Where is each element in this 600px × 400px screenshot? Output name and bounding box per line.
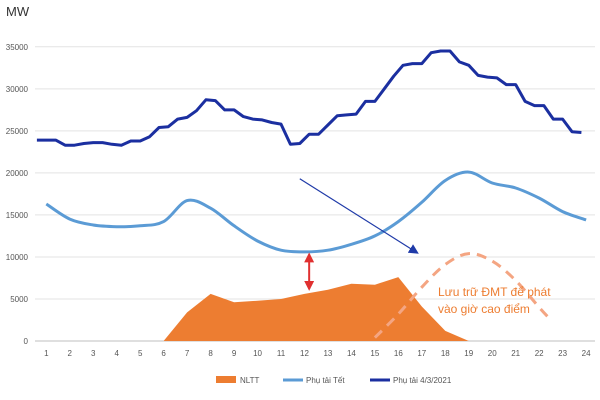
annotation-line1: Lưu trữ ĐMT để phát	[438, 285, 551, 299]
legend-swatch-nltt	[216, 376, 236, 383]
x-tick-label: 9	[232, 349, 237, 358]
x-tick-label: 23	[558, 349, 567, 358]
x-tick-label: 12	[300, 349, 309, 358]
legend-label-phu-tai-4-3-2021: Phụ tải 4/3/2021	[393, 376, 452, 385]
legend-label-nltt: NLTT	[240, 376, 260, 385]
x-tick-label: 4	[114, 349, 119, 358]
x-tick-label: 18	[441, 349, 450, 358]
x-tick-label: 10	[253, 349, 262, 358]
x-tick-label: 15	[370, 349, 379, 358]
x-tick-label: 22	[535, 349, 544, 358]
x-tick-label: 7	[185, 349, 190, 358]
x-tick-label: 17	[417, 349, 426, 358]
y-tick-label: 10000	[6, 253, 29, 262]
unit-label: MW	[6, 4, 30, 19]
storage-dashed-curve	[373, 252, 552, 339]
x-axis-ticks: 1 2 3 4 5 6 7 8 9 10 11 12 13 14 15 16 17 18 19 20 21 22 23 24	[44, 349, 591, 358]
shift-arrow	[299, 178, 419, 254]
gridlines	[35, 46, 595, 342]
y-tick-label: 25000	[6, 127, 29, 136]
series-phu-tai-tet-line	[45, 170, 587, 254]
x-tick-label: 3	[91, 349, 96, 358]
y-tick-label: 20000	[6, 169, 29, 178]
x-tick-label: 5	[138, 349, 143, 358]
x-tick-label: 2	[68, 349, 73, 358]
series-phu-tai-4-3-2021-line	[36, 49, 582, 147]
y-tick-label: 30000	[6, 85, 29, 94]
y-tick-label: 35000	[6, 43, 29, 52]
y-tick-label: 5000	[10, 295, 28, 304]
annotation-line2: vào giờ cao điểm	[438, 302, 530, 316]
x-tick-label: 14	[347, 349, 356, 358]
x-tick-label: 6	[161, 349, 166, 358]
x-tick-label: 8	[208, 349, 213, 358]
x-tick-label: 11	[277, 349, 286, 358]
x-tick-label: 16	[394, 349, 403, 358]
x-tick-label: 21	[511, 349, 520, 358]
legend-label-phu-tai-tet: Phụ tải Tết	[306, 376, 345, 385]
x-tick-label: 19	[464, 349, 473, 358]
y-tick-label: 15000	[6, 211, 29, 220]
x-tick-label: 1	[44, 349, 49, 358]
x-tick-label: 20	[488, 349, 497, 358]
y-axis-ticks: 0 5000 10000 15000 20000 25000 30000 35000	[6, 43, 29, 346]
series-nltt-area	[163, 277, 469, 341]
legend: NLTT Phụ tải Tết Phụ tải 4/3/2021	[216, 376, 452, 385]
x-tick-label: 24	[582, 349, 591, 358]
x-tick-label: 13	[323, 349, 332, 358]
y-tick-label: 0	[24, 337, 29, 346]
